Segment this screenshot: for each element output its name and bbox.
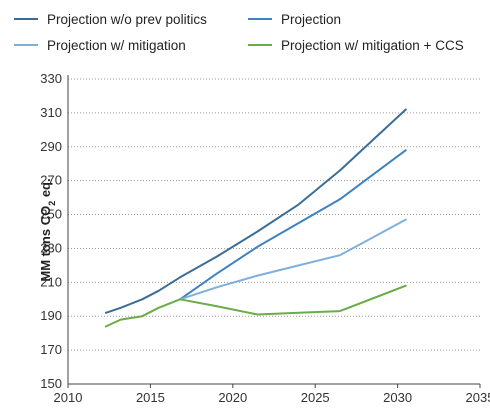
legend-label-4: Projection w/ mitigation + CCS	[281, 38, 464, 53]
series-line-2	[179, 149, 407, 301]
y-axis-label: MM tons CO2 eq.	[38, 178, 57, 281]
y-tick-label-190: 190	[40, 308, 62, 323]
series-line-3	[179, 218, 407, 301]
legend-label-3: Projection w/ mitigation	[47, 38, 186, 53]
y-tick-label-210: 210	[40, 274, 62, 289]
axes	[67, 75, 481, 388]
legend: Projection w/o prev politics Projection Pr…	[14, 12, 464, 53]
x-tick-labels: 2010 2015 2020 2025 2030 2035	[54, 390, 490, 405]
x-tick-label-2010: 2010	[54, 390, 83, 405]
x-tick-label-2035: 2035	[466, 390, 490, 405]
y-tick-label-170: 170	[40, 342, 62, 357]
y-tick-label-230: 230	[40, 240, 62, 255]
x-tick-label-2030: 2030	[383, 390, 412, 405]
y-tick-label-250: 250	[40, 207, 62, 222]
y-tick-label-270: 270	[40, 173, 62, 188]
x-tick-label-2020: 2020	[218, 390, 247, 405]
y-tick-label-150: 150	[40, 376, 62, 391]
y-tick-label-330: 330	[40, 71, 62, 86]
series-line-1	[104, 108, 407, 314]
series-line-4	[104, 284, 407, 328]
grid-lines	[68, 78, 480, 351]
y-tick-label-290: 290	[40, 139, 62, 154]
legend-label-2: Projection	[281, 12, 341, 27]
y-tick-label-310: 310	[40, 105, 62, 120]
series-lines	[104, 108, 407, 328]
legend-label-1: Projection w/o prev politics	[47, 12, 207, 27]
y-tick-labels: 150 170 190 210 230 250 270 290 310 330	[40, 71, 62, 391]
x-tick-label-2025: 2025	[301, 390, 330, 405]
x-tick-label-2015: 2015	[136, 390, 165, 405]
